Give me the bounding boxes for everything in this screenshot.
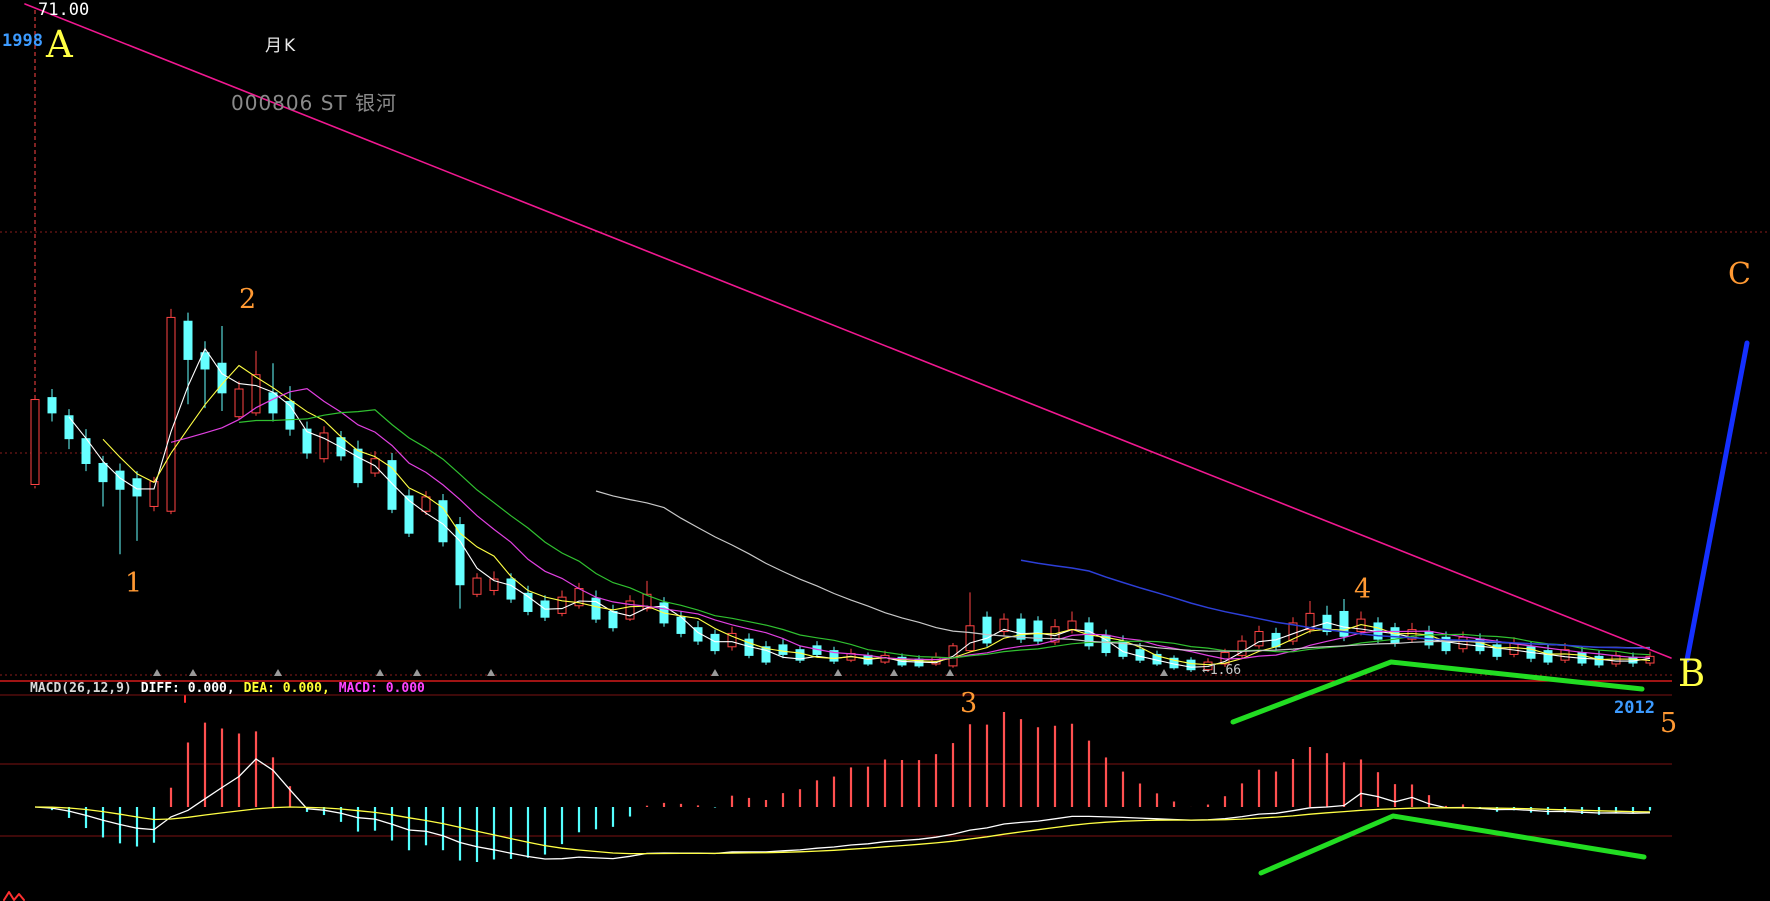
wave-4-label[interactable]: 4: [1354, 574, 1372, 605]
wave-c-label[interactable]: C: [1728, 257, 1751, 292]
stock-code-watermark: 000806 ST 银河: [231, 91, 397, 115]
ma-yellow: [102, 364, 1651, 666]
macd-dea-line: [34, 806, 1651, 855]
timeline-year-markers: [153, 669, 1168, 676]
candlestick-series: [30, 10, 1655, 672]
macd-diff-readout: DIFF: 0.000,: [140, 681, 235, 696]
wave-a-label[interactable]: A: [46, 23, 73, 66]
year-start-label: 1998: [2, 31, 43, 51]
low-price-callout: ←1.66: [1202, 663, 1242, 678]
abc-projection-line[interactable]: [1684, 340, 1750, 663]
downtrend-line[interactable]: [24, 3, 1672, 659]
macd-macd-readout: MACD: 0.000: [338, 681, 425, 696]
year-end-label: 2012: [1614, 698, 1655, 718]
wave-3-label[interactable]: 3: [960, 688, 978, 719]
macd-histogram: [50, 712, 1652, 862]
peak-price-label: 71.00: [38, 0, 90, 20]
wave-2-label[interactable]: 2: [239, 284, 257, 315]
ma-magenta: [170, 387, 1650, 661]
ma-gray: [595, 490, 1651, 653]
ma-green: [238, 409, 1651, 659]
period-label[interactable]: 月K: [265, 36, 298, 56]
impulse-green-line-2[interactable]: [1258, 813, 1647, 876]
wave-5-label[interactable]: 5: [1660, 708, 1678, 739]
corner-mark: [3, 891, 25, 901]
macd-dea-readout: DEA: 0.000,: [243, 681, 330, 696]
wave-1-label[interactable]: 1: [125, 568, 143, 599]
macd-name-label: MACD(26,12,9): [30, 681, 132, 696]
macd-diff-line: [34, 758, 1651, 860]
ma-white: [68, 347, 1651, 668]
wave-b-label[interactable]: B: [1678, 652, 1706, 695]
impulse-green-line-1[interactable]: [1230, 659, 1645, 725]
ma-blue: [1020, 559, 1651, 649]
macd-indicator-header[interactable]: MACD(26,12,9) DIFF: 0.000, DEA: 0.000, MACD…: [30, 681, 434, 696]
gridlines: [0, 231, 1768, 837]
